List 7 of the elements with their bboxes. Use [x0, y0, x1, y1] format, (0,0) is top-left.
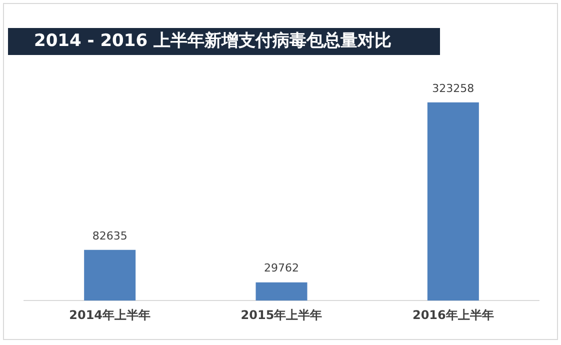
data-label: 29762 [264, 262, 299, 275]
data-label: 323258 [432, 82, 474, 95]
x-tick-label: 2014年上半年 [69, 308, 151, 322]
x-tick-label: 2015年上半年 [240, 308, 322, 322]
data-label: 82635 [92, 229, 128, 242]
chart-title: 2014 - 2016 上半年新增支付病毒包总量对比 [8, 28, 440, 55]
x-tick-label: 2016年上半年 [412, 308, 494, 322]
